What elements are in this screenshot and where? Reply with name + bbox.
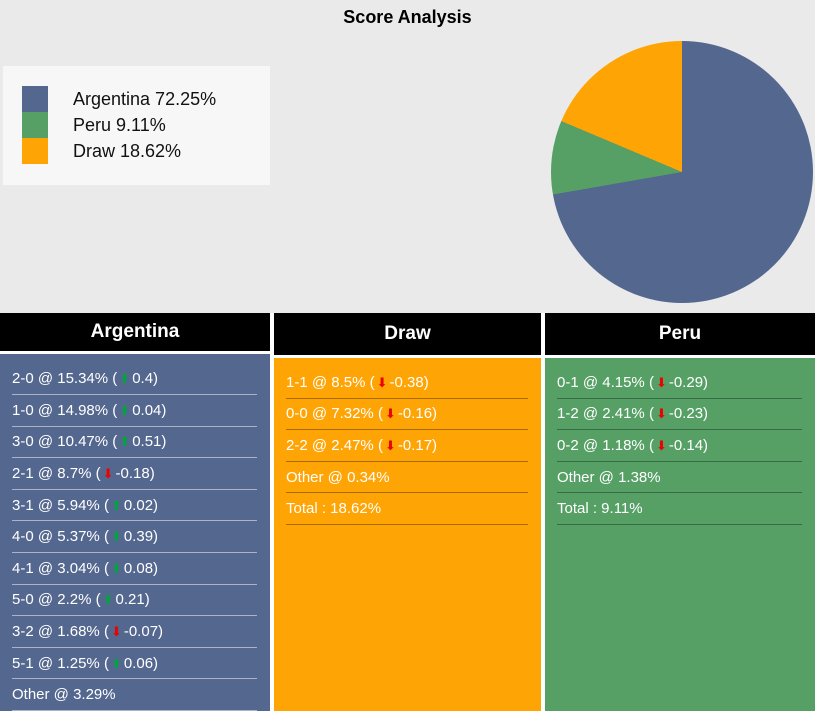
score-text: 5-0 @ 2.2% (	[12, 591, 101, 609]
score-row: 4-1 @ 3.04% (⬆ 0.08)	[12, 553, 257, 585]
down-arrow-icon: ⬇	[384, 406, 396, 422]
score-column-argentina: Argentina 2-0 @ 15.34% (⬆ 0.4) 1-0 @ 14.98…	[0, 313, 270, 711]
score-text: Total : 9.11%	[557, 500, 643, 518]
score-row: Total : 18.62%	[286, 493, 528, 525]
down-arrow-icon: ⬇	[384, 437, 396, 453]
delta-text: -0.23)	[668, 405, 709, 423]
up-arrow-icon: ⬆	[110, 497, 122, 513]
delta-text: 0.02)	[123, 496, 159, 514]
delta-text: 0.21)	[115, 591, 150, 609]
score-row: 5-0 @ 2.2% (⬆ 0.21)	[12, 585, 257, 617]
score-text: Other @ 0.34%	[286, 468, 390, 486]
column-header-peru: Peru	[545, 313, 815, 355]
delta-text: 0.39)	[123, 528, 159, 546]
up-arrow-icon: ⬆	[119, 371, 131, 387]
score-text: 3-0 @ 10.47% (	[12, 433, 118, 451]
score-text: 0-0 @ 7.32% (	[286, 405, 383, 423]
down-arrow-icon: ⬇	[655, 437, 667, 453]
legend-item-draw: Draw 18.62%	[22, 138, 270, 164]
up-arrow-icon: ⬆	[110, 529, 122, 545]
score-row: 5-1 @ 1.25% (⬆ 0.06)	[12, 648, 257, 680]
score-text: 1-1 @ 8.5% (	[286, 373, 375, 391]
column-header-argentina: Argentina	[0, 313, 270, 352]
delta-text: -0.17)	[397, 436, 438, 454]
score-row: 1-1 @ 8.5% (⬇ -0.38)	[286, 367, 528, 399]
score-row: 3-2 @ 1.68% (⬇ -0.07)	[12, 616, 257, 648]
legend-label: Argentina 72.25%	[73, 88, 217, 109]
score-text: 1-2 @ 2.41% (	[557, 405, 654, 423]
up-arrow-icon: ⬆	[110, 655, 122, 671]
score-text: 2-2 @ 2.47% (	[286, 436, 383, 454]
page-title: Score Analysis	[343, 7, 472, 27]
legend-swatch-icon	[22, 138, 48, 164]
delta-text: 0.06)	[123, 654, 159, 672]
legend-item-argentina: Argentina 72.25%	[22, 86, 270, 112]
down-arrow-icon: ⬇	[102, 466, 114, 482]
score-row: 1-2 @ 2.41% (⬇ -0.23)	[557, 399, 802, 431]
up-arrow-icon: ⬆	[110, 560, 122, 576]
score-text: 1-0 @ 14.98% (	[12, 401, 118, 419]
legend-label: Peru 9.11%	[73, 114, 166, 135]
delta-text: 0.08)	[123, 559, 159, 577]
score-text: 5-1 @ 1.25% (	[12, 654, 109, 672]
score-row: 0-2 @ 1.18% (⬇ -0.14)	[557, 430, 802, 462]
score-text: 4-0 @ 5.37% (	[12, 528, 109, 546]
score-text: 2-0 @ 15.34% (	[12, 370, 118, 388]
delta-text: 0.4)	[132, 370, 159, 388]
score-text: Other @ 1.38%	[557, 468, 661, 486]
score-row: 3-0 @ 10.47% (⬆ 0.51)	[12, 427, 257, 459]
up-arrow-icon: ⬆	[119, 434, 131, 450]
score-row: Total : 9.11%	[557, 493, 802, 525]
score-row: 2-0 @ 15.34% (⬆ 0.4)	[12, 363, 257, 396]
score-text: 3-2 @ 1.68% (	[12, 623, 109, 641]
pie-chart	[551, 41, 813, 303]
down-arrow-icon: ⬇	[655, 374, 667, 390]
delta-text: -0.18)	[115, 465, 155, 483]
down-arrow-icon: ⬇	[110, 624, 122, 640]
score-row: 0-0 @ 7.32% (⬇ -0.16)	[286, 399, 528, 431]
delta-text: -0.16)	[397, 405, 438, 423]
down-arrow-icon: ⬇	[655, 406, 667, 422]
score-row: Other @ 0.34%	[286, 462, 528, 494]
down-arrow-icon: ⬇	[376, 374, 388, 390]
score-row: 3-1 @ 5.94% (⬆ 0.02)	[12, 490, 257, 522]
score-column-peru: Peru 0-1 @ 4.15% (⬇ -0.29) 1-2 @ 2.41% (⬇ …	[545, 313, 815, 711]
legend-swatch-icon	[22, 86, 48, 112]
score-column-draw: Draw 1-1 @ 8.5% (⬇ -0.38) 0-0 @ 7.32% (⬇ -…	[274, 313, 541, 711]
score-text: 2-1 @ 8.7% (	[12, 465, 101, 483]
score-row: 1-0 @ 14.98% (⬆ 0.04)	[12, 395, 257, 427]
score-text: 0-2 @ 1.18% (	[557, 436, 654, 454]
score-row: Other @ 1.38%	[557, 462, 802, 494]
up-arrow-icon: ⬆	[119, 402, 131, 418]
legend-label: Draw 18.62%	[73, 140, 182, 161]
delta-text: 0.04)	[132, 401, 167, 419]
score-text: 0-1 @ 4.15% (	[557, 373, 654, 391]
score-text: 4-1 @ 3.04% (	[12, 559, 109, 577]
legend-swatch-icon	[22, 112, 48, 138]
score-row: Other @ 3.29%	[12, 679, 257, 711]
score-row: 2-1 @ 8.7% (⬇ -0.18)	[12, 458, 257, 490]
column-body: 0-1 @ 4.15% (⬇ -0.29) 1-2 @ 2.41% (⬇ -0.2…	[545, 358, 815, 711]
score-text: Total : 18.62%	[286, 500, 382, 518]
score-text: Other @ 3.29%	[12, 686, 116, 704]
score-row: 4-0 @ 5.37% (⬆ 0.39)	[12, 521, 257, 554]
score-row: 2-2 @ 2.47% (⬇ -0.17)	[286, 430, 528, 462]
column-body: 1-1 @ 8.5% (⬇ -0.38) 0-0 @ 7.32% (⬇ -0.16…	[274, 358, 541, 711]
delta-text: -0.14)	[668, 436, 709, 454]
score-text: 3-1 @ 5.94% (	[12, 496, 109, 514]
delta-text: -0.07)	[123, 623, 164, 641]
delta-text: -0.29)	[668, 373, 709, 391]
column-header-draw: Draw	[274, 313, 541, 355]
score-table: Argentina 2-0 @ 15.34% (⬆ 0.4) 1-0 @ 14.98…	[0, 313, 815, 711]
legend-item-peru: Peru 9.11%	[22, 112, 270, 138]
delta-text: 0.51)	[132, 433, 167, 451]
up-arrow-icon: ⬆	[102, 592, 114, 608]
score-row: 0-1 @ 4.15% (⬇ -0.29)	[557, 367, 802, 399]
delta-text: -0.38)	[389, 373, 429, 391]
pie-legend: Argentina 72.25% Peru 9.11% Draw 18.62%	[3, 66, 270, 185]
column-body: 2-0 @ 15.34% (⬆ 0.4) 1-0 @ 14.98% (⬆ 0.04…	[0, 354, 270, 711]
